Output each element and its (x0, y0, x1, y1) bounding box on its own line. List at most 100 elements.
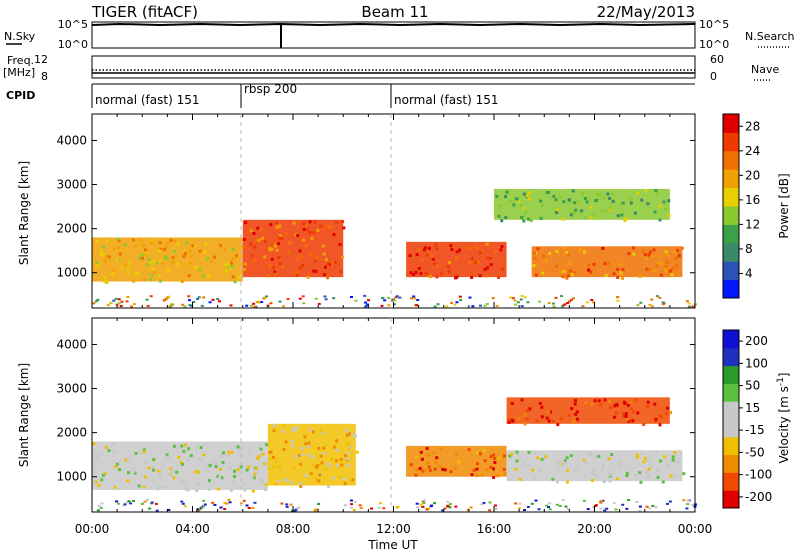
power-speckle (534, 273, 538, 277)
power-speckle (326, 276, 330, 280)
velocity-speckle (607, 473, 611, 477)
power-near-range-echo (350, 295, 354, 298)
velocity-near-range-echo (548, 508, 552, 511)
velocity-near-range-echo (227, 498, 231, 501)
velocity-speckle (555, 480, 559, 484)
velocity-speckle (134, 451, 138, 455)
power-speckle (141, 244, 145, 248)
velocity-speckle (303, 435, 307, 439)
velocity-speckle (144, 461, 148, 465)
velocity-speckle (565, 480, 569, 484)
power-speckle (231, 275, 235, 279)
power-speckle (278, 234, 282, 238)
velocity-speckle (113, 465, 117, 469)
velocity-speckle (503, 454, 507, 458)
power-y-ticks: 1000 2000 3000 4000 (56, 133, 695, 280)
power-speckle (447, 270, 451, 274)
power-speckle (230, 264, 234, 268)
velocity-near-range-echo (594, 504, 598, 507)
y-tick-label: 2000 (56, 426, 87, 440)
x-tick-label: 00:00 (678, 522, 713, 536)
velocity-speckle (470, 473, 474, 477)
power-speckle (140, 253, 144, 257)
velocity-near-range-echo (242, 499, 246, 502)
velocity-speckle (658, 423, 662, 427)
power-speckle (312, 231, 316, 235)
velocity-speckle (202, 453, 206, 457)
power-speckle (572, 271, 576, 275)
power-speckle (525, 194, 529, 198)
power-speckle (316, 228, 320, 232)
power-near-range-echo (149, 295, 153, 298)
power-near-range-echo (691, 305, 695, 308)
power-speckle (259, 228, 263, 232)
velocity-near-range-echo (131, 499, 135, 502)
power-speckle (433, 262, 437, 266)
power-near-range-echo (187, 299, 191, 302)
power-speckle (587, 264, 591, 268)
power-speckle (606, 192, 610, 196)
velocity-speckle (603, 398, 607, 402)
velocity-speckle (243, 488, 247, 492)
power-speckle (524, 211, 528, 215)
power-speckle (188, 249, 192, 253)
velocity-colorbar-label: Velocity [m s-1] (776, 373, 791, 464)
velocity-speckle (475, 467, 479, 471)
power-near-range-echo (200, 304, 204, 307)
x-tick-label: 04:00 (175, 522, 210, 536)
velocity-speckle (184, 487, 188, 491)
velocity-near-range-echo (548, 502, 552, 505)
nave-label: Nave (751, 63, 779, 76)
power-speckle (562, 275, 566, 279)
velocity-speckle (480, 473, 484, 477)
power-near-range-echo (211, 298, 215, 301)
power-speckle (268, 264, 272, 268)
power-speckle (323, 273, 327, 277)
velocity-speckle (265, 461, 269, 465)
velocity-speckle (544, 455, 548, 459)
power-speckle (105, 239, 109, 243)
velocity-speckle (95, 455, 99, 459)
velocity-speckle (149, 485, 153, 489)
power-speckle (540, 204, 544, 208)
power-speckle (486, 266, 490, 270)
velocity-region-1 (267, 423, 356, 486)
velocity-speckle (634, 398, 638, 402)
power-speckle (219, 243, 223, 247)
power-speckle (143, 248, 147, 252)
power-near-range-echo (163, 298, 167, 301)
velocity-speckle (330, 457, 334, 461)
velocity-speckle (649, 465, 653, 469)
velocity-speckle (560, 459, 564, 463)
velocity-speckle (588, 451, 592, 455)
power-speckle (190, 254, 194, 258)
velocity-speckle (602, 480, 606, 484)
velocity-near-range-echo (530, 502, 534, 505)
power-speckle (223, 247, 227, 251)
velocity-y-ticks: 1000 2000 3000 4000 (56, 337, 695, 484)
power-speckle (474, 261, 478, 265)
power-near-range-echo (455, 301, 459, 304)
velocity-speckle (551, 477, 555, 481)
power-speckle (499, 248, 503, 252)
velocity-speckle (197, 470, 201, 474)
power-near-range-echo (132, 303, 136, 306)
power-near-range-echo (479, 304, 483, 307)
nsky-strip: N.Sky 10^5 10^0 10^5 10^0 N.Search (4, 18, 795, 51)
power-speckle (651, 254, 655, 258)
power-speckle (635, 191, 639, 195)
velocity-speckle (157, 469, 161, 473)
power-speckle (468, 261, 472, 265)
velocity-speckle (676, 459, 680, 463)
power-speckle (567, 274, 571, 278)
velocity-speckle (327, 464, 331, 468)
velocity-speckle (671, 455, 675, 459)
power-data-area (92, 188, 698, 308)
velocity-speckle (195, 488, 199, 492)
velocity-speckle (306, 453, 310, 457)
velocity-near-range-echo (200, 506, 204, 509)
power-speckle (430, 254, 434, 258)
x-tick-label: 20:00 (577, 522, 612, 536)
velocity-near-range-echo (123, 503, 127, 506)
power-near-range-echo (265, 295, 269, 298)
